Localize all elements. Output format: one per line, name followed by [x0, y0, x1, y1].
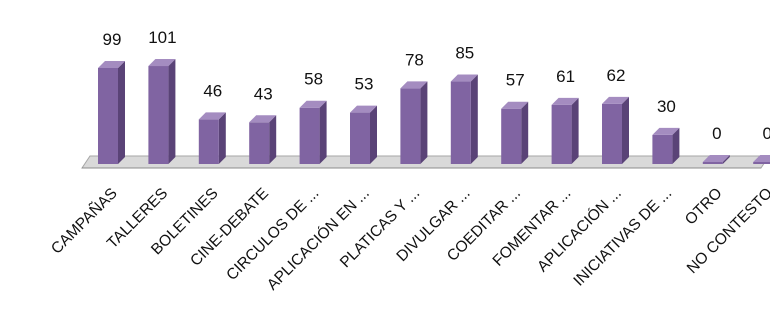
bar-front [249, 122, 270, 164]
bar [602, 96, 629, 164]
bar [249, 115, 277, 164]
bar [350, 105, 377, 164]
data-label: 78 [405, 50, 424, 69]
data-label: 58 [304, 70, 323, 89]
category-label: NO CONTESTO [684, 185, 770, 277]
bar-top [551, 97, 579, 105]
bar-front [652, 134, 673, 164]
bar-side [622, 96, 629, 164]
bar-front [299, 107, 320, 164]
bar-top [98, 60, 125, 68]
bar-side [420, 81, 428, 164]
bar-top [249, 115, 277, 123]
data-label: 62 [607, 66, 626, 85]
category-label: OTRO [682, 185, 726, 229]
data-label: 101 [148, 28, 176, 47]
bar-top [753, 155, 770, 162]
bar-front [198, 119, 219, 164]
bar-side [470, 74, 478, 164]
bar [450, 74, 478, 164]
data-label: 57 [506, 71, 525, 90]
bar-side [672, 127, 680, 164]
bar-top [450, 74, 478, 82]
bars-group [98, 59, 770, 164]
data-label: 46 [203, 81, 222, 100]
bar-top [198, 112, 226, 120]
bar [400, 81, 428, 164]
bar-front [702, 162, 723, 164]
category-labels-group: CAMPAÑASTALLERESBOLETINESCINE-DEBATECIRC… [48, 185, 770, 294]
bar [98, 60, 125, 164]
value-labels-group: 99 101 46 43 58 53 78 85 57 61 62 30 0 0 [103, 28, 770, 143]
bar-front [602, 103, 622, 164]
bar-side [118, 60, 125, 164]
category-label: CIRCULOS DE ... [223, 185, 322, 284]
bar-top [350, 105, 377, 113]
data-label: 0 [712, 124, 721, 143]
bar-top [702, 155, 730, 162]
bar-side [269, 115, 277, 164]
bar [198, 112, 226, 164]
bar-front [400, 88, 421, 164]
bar [299, 100, 327, 164]
data-label: 53 [355, 75, 374, 94]
bar [652, 127, 680, 164]
bar-front [350, 112, 370, 164]
bar-side [571, 97, 579, 164]
bar-side [319, 100, 327, 164]
bar-top [400, 81, 428, 89]
data-label: 43 [254, 84, 273, 103]
bar-side [218, 112, 226, 164]
data-label: 30 [657, 97, 676, 116]
bar-side [521, 101, 529, 164]
bar-front [98, 67, 118, 164]
bar-front [551, 104, 572, 164]
bar-front [501, 108, 522, 164]
category-label: INICIATIVAS DE ... [570, 185, 675, 290]
bar-front [450, 81, 471, 164]
data-label: 0 [762, 124, 770, 143]
bar-front [753, 162, 770, 164]
bar [753, 155, 770, 164]
bar [551, 97, 579, 164]
bar-top [501, 101, 529, 109]
bar-side [168, 59, 176, 164]
bar [148, 59, 176, 164]
bar-side [370, 105, 377, 164]
data-label: 99 [103, 30, 122, 49]
bar-top [652, 127, 680, 135]
bar-top [148, 59, 176, 67]
bar-side [722, 155, 730, 164]
bar-front [148, 66, 169, 164]
bar [702, 155, 730, 164]
bar-top [602, 96, 629, 104]
bar-top [299, 100, 327, 108]
data-label: 85 [455, 44, 474, 63]
data-label: 61 [556, 67, 575, 86]
bar [501, 101, 529, 164]
